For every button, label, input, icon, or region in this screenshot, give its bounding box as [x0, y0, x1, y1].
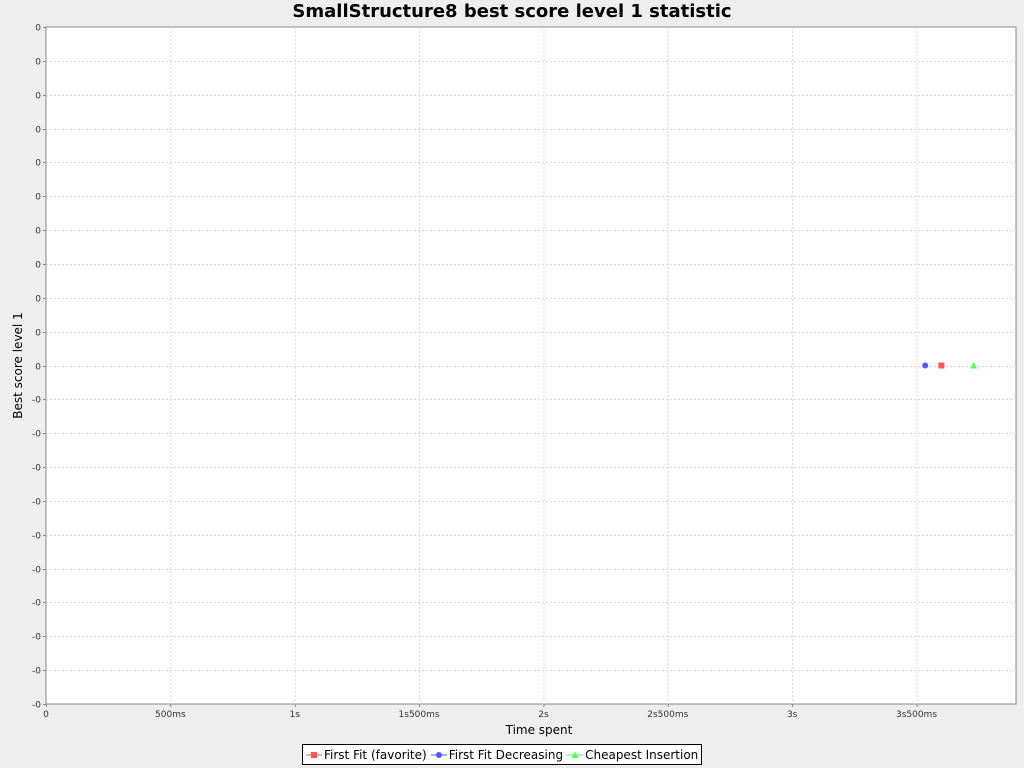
x-tick-label: 3s500ms	[896, 710, 937, 720]
y-tick-label: 0	[35, 159, 41, 169]
x-tick-label: 3s	[787, 710, 798, 720]
legend-swatch	[306, 751, 322, 758]
x-tick-label: 1s500ms	[399, 710, 440, 720]
legend-marker	[435, 751, 442, 758]
legend-label: Cheapest Insertion	[585, 747, 699, 762]
data-point	[922, 362, 929, 369]
y-tick-label: 0	[35, 126, 41, 136]
legend-marker	[311, 751, 317, 758]
y-tick-label: -0	[32, 566, 41, 576]
y-tick-label: -0	[32, 599, 41, 609]
y-tick-label: 0	[35, 24, 41, 34]
data-point	[938, 362, 945, 369]
plot-area	[45, 26, 1017, 705]
y-tick-label: -0	[32, 667, 41, 677]
x-tick-label: 2s	[538, 710, 549, 720]
legend-label: First Fit Decreasing	[448, 747, 564, 762]
legend-label: First Fit (favorite)	[324, 747, 427, 762]
y-axis-label: Best score level 1	[11, 312, 25, 418]
y-tick-label: -0	[32, 498, 41, 508]
y-tick-label: 0	[35, 261, 41, 271]
x-tick-label: 1s	[290, 710, 301, 720]
legend-swatch	[567, 751, 584, 758]
y-tick-label: 0	[35, 92, 41, 102]
legend-marker	[571, 751, 579, 758]
legend-item: First Fit Decreasing	[430, 747, 564, 762]
y-tick-label: -0	[32, 532, 41, 542]
legend: First Fit (favorite) First Fit Decreasing…	[302, 744, 703, 765]
y-tick-label: 0	[35, 329, 41, 339]
x-tick-label: 500ms	[155, 710, 186, 720]
legend-item: First Fit (favorite)	[306, 748, 427, 762]
y-tick-label: -0	[32, 396, 41, 406]
y-tick-label: 0	[35, 227, 41, 237]
x-tick-label: 0	[43, 710, 49, 720]
x-axis-label: Time spent	[505, 723, 573, 737]
chart-title: SmallStructure8 best score level 1 stati…	[292, 1, 732, 22]
data-point	[970, 362, 978, 369]
y-tick-label: -0	[32, 701, 41, 711]
y-tick-label: 0	[35, 58, 41, 68]
y-tick-label: 0	[35, 295, 41, 305]
y-tick-label: -0	[32, 430, 41, 440]
legend-swatch	[430, 751, 447, 758]
x-tick-label: 2s500ms	[647, 710, 688, 720]
y-tick-label: -0	[32, 633, 41, 643]
y-tick-label: 0	[35, 193, 41, 203]
y-tick-label: 0	[35, 363, 41, 373]
legend-item: Cheapest Insertion	[567, 748, 698, 762]
y-tick-label: -0	[32, 464, 41, 474]
